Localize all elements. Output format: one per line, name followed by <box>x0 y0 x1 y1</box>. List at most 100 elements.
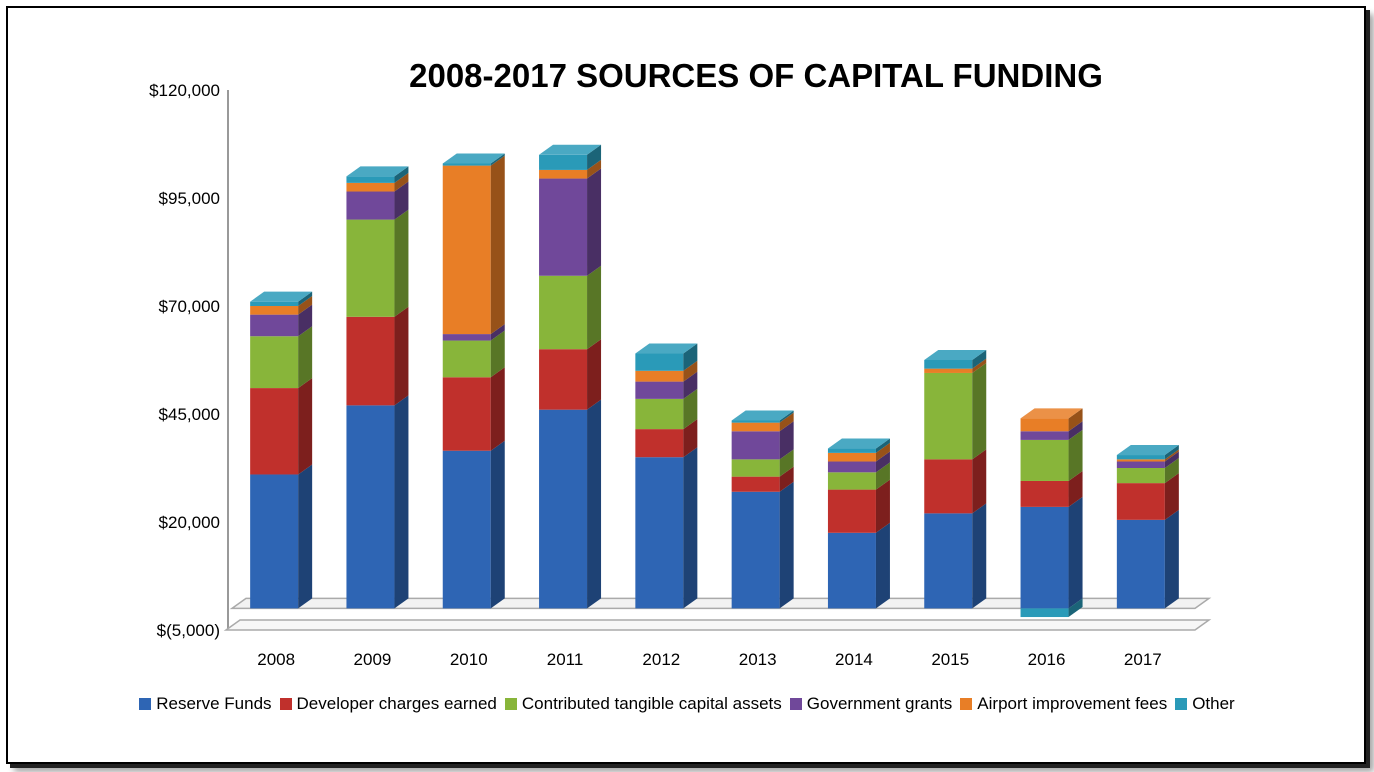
bar-reserve-funds-2015 <box>924 513 973 609</box>
bar-stack-2010 <box>442 153 505 609</box>
legend-item: Other <box>1175 694 1235 714</box>
bar-contributed-tangible-capital-assets-2011 <box>539 275 588 350</box>
legend-item: Airport improvement fees <box>960 694 1167 714</box>
bar-side-developer-charges-earned-2017 <box>1164 473 1179 520</box>
bar-side-government-grants-2010 <box>490 324 505 341</box>
bar-side-airport-improvement-fees-2010 <box>490 155 505 335</box>
bar-side-contributed-tangible-capital-assets-2011 <box>587 265 602 350</box>
bar-top-2014 <box>827 438 890 449</box>
bar-side-reserve-funds-2016 <box>1068 496 1083 609</box>
bar-stack-2016 <box>1020 408 1083 618</box>
bar-side-government-grants-2013 <box>779 421 794 460</box>
bar-top-2017 <box>1116 445 1179 456</box>
bar-side-contributed-tangible-capital-assets-2016 <box>1068 429 1083 481</box>
bar-side-developer-charges-earned-2010 <box>490 367 505 451</box>
bar-government-grants-2014 <box>827 461 876 473</box>
bar-side-reserve-funds-2015 <box>972 503 987 609</box>
bar-top-2008 <box>250 291 313 302</box>
bar-side-contributed-tangible-capital-assets-2010 <box>490 330 505 378</box>
bar-airport-improvement-fees-2012 <box>635 370 684 382</box>
bar-stack-2017 <box>1116 445 1179 609</box>
bar-other-2013 <box>731 420 780 423</box>
bar-top-2015 <box>924 350 987 360</box>
bar-side-reserve-funds-2013 <box>779 481 794 609</box>
bar-side-contributed-tangible-capital-assets-2009 <box>394 209 409 317</box>
bar-contributed-tangible-capital-assets-2015 <box>924 372 973 460</box>
bar-government-grants-2016 <box>1020 431 1069 440</box>
legend-swatch <box>279 698 292 710</box>
bar-contributed-tangible-capital-assets-2013 <box>731 459 780 477</box>
bar-side-developer-charges-earned-2016 <box>1068 470 1083 507</box>
bar-contributed-tangible-capital-assets-2017 <box>1116 468 1165 484</box>
x-tick-label: 2013 <box>739 650 777 669</box>
bar-developer-charges-earned-2015 <box>924 459 973 514</box>
bar-side-airport-improvement-fees-2016 <box>1068 408 1083 432</box>
x-tick-label: 2012 <box>642 650 680 669</box>
bar-government-grants-2011 <box>539 178 588 276</box>
bar-side-government-grants-2016 <box>1068 421 1083 440</box>
bar-side-reserve-funds-2011 <box>587 399 602 609</box>
bar-side-government-grants-2009 <box>394 181 409 220</box>
bar-side-developer-charges-earned-2014 <box>875 479 890 533</box>
bar-government-grants-2013 <box>731 431 780 460</box>
bar-developer-charges-earned-2008 <box>250 388 299 475</box>
bar-side-airport-improvement-fees-2008 <box>298 296 313 315</box>
bar-contributed-tangible-capital-assets-2012 <box>635 398 684 430</box>
legend-item: Reserve Funds <box>139 694 272 714</box>
bar-reserve-funds-2013 <box>731 491 780 609</box>
bar-airport-improvement-fees-2008 <box>250 306 299 315</box>
x-tick-label: 2011 <box>547 650 584 669</box>
bar-reserve-funds-2016 <box>1020 506 1069 609</box>
bar-top-2010 <box>442 153 505 164</box>
bar-side-airport-improvement-fees-2009 <box>394 172 409 192</box>
bar-developer-charges-earned-2016 <box>1020 480 1069 507</box>
bar-side-developer-charges-earned-2011 <box>587 339 602 410</box>
bar-stack-2014 <box>827 438 890 609</box>
bar-side-government-grants-2012 <box>683 371 698 399</box>
bar-stack-2011 <box>539 144 602 609</box>
bar-top-2011 <box>539 144 602 155</box>
bar-side-other-2014 <box>875 438 890 453</box>
y-tick-label: $70,000 <box>159 297 220 316</box>
bar-side-reserve-funds-2010 <box>490 440 505 609</box>
bar-other-2016 <box>1020 608 1069 618</box>
bar-airport-improvement-fees-2014 <box>827 452 876 462</box>
legend-label: Reserve Funds <box>156 694 272 713</box>
bar-government-grants-2008 <box>250 314 299 337</box>
bar-side-other-2008 <box>298 291 313 306</box>
bar-side-developer-charges-earned-2012 <box>683 419 698 458</box>
bar-stack-2008 <box>250 291 313 609</box>
bar-side-contributed-tangible-capital-assets-2008 <box>298 326 313 389</box>
bar-contributed-tangible-capital-assets-2016 <box>1020 439 1069 481</box>
bar-side-government-grants-2011 <box>587 168 602 276</box>
bar-contributed-tangible-capital-assets-2014 <box>827 472 876 490</box>
bar-developer-charges-earned-2011 <box>539 349 588 410</box>
bar-other-2014 <box>827 448 876 453</box>
bar-stack-2009 <box>346 166 409 609</box>
bar-side-other-2009 <box>394 166 409 183</box>
legend-label: Airport improvement fees <box>977 694 1168 713</box>
bar-side-other-2013 <box>779 410 794 423</box>
bar-reserve-funds-2017 <box>1116 519 1165 609</box>
legend-swatch <box>1175 698 1188 710</box>
bar-airport-improvement-fees-2016 <box>1020 418 1069 432</box>
bar-side-contributed-tangible-capital-assets-2014 <box>875 462 890 490</box>
x-tick-label: 2017 <box>1124 650 1162 669</box>
bar-side-other-2012 <box>683 343 698 371</box>
y-tick-label: $(5,000) <box>157 621 220 640</box>
x-tick-label: 2015 <box>931 650 969 669</box>
bar-other-2011 <box>539 154 588 170</box>
bar-side-contributed-tangible-capital-assets-2017 <box>1164 458 1179 484</box>
bar-developer-charges-earned-2012 <box>635 429 684 458</box>
bar-reserve-funds-2009 <box>346 405 395 609</box>
y-tick-label: $20,000 <box>159 513 220 532</box>
bar-side-reserve-funds-2008 <box>298 464 313 609</box>
bar-other-2009 <box>346 176 395 183</box>
bar-side-other-2017 <box>1164 445 1179 460</box>
bar-side-government-grants-2017 <box>1164 451 1179 468</box>
legend-item: Contributed tangible capital assets <box>504 694 782 714</box>
y-tick-label: $95,000 <box>159 189 220 208</box>
bar-top-2013 <box>731 410 794 421</box>
legend-item: Government grants <box>789 694 952 714</box>
